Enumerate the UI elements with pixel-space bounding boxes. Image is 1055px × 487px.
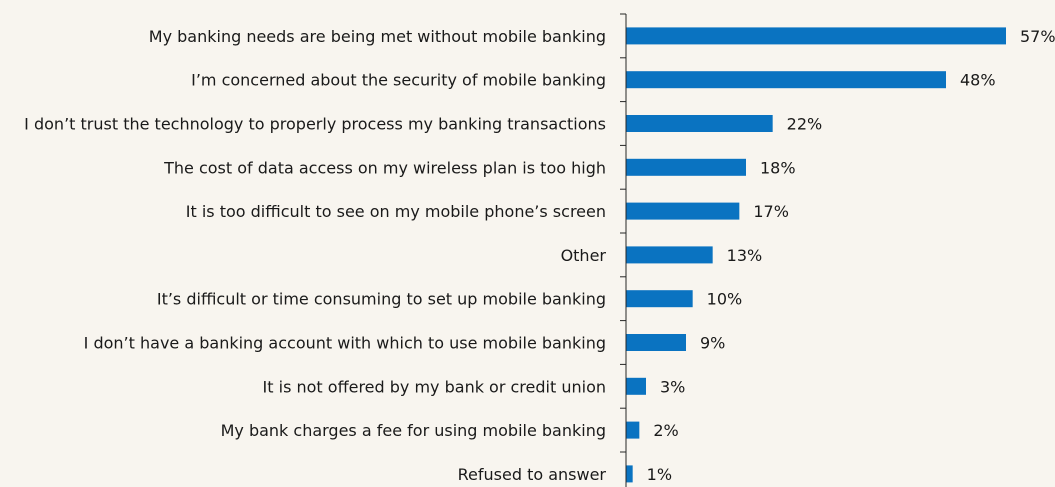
- bar: [626, 334, 686, 351]
- category-label: I don’t trust the technology to properly…: [24, 115, 606, 134]
- category-label: I don’t have a banking account with whic…: [84, 334, 606, 353]
- value-labels-group: 57% 48% 22% 18% 17% 13% 10% 9% 3% 2% 1%: [647, 27, 1055, 484]
- category-labels-group: My banking needs are being met without m…: [24, 27, 606, 484]
- category-label: Refused to answer: [458, 465, 607, 484]
- data-label: 9%: [700, 334, 725, 353]
- category-label: Other: [561, 246, 607, 265]
- bar: [626, 115, 773, 132]
- data-label: 48%: [960, 71, 996, 90]
- data-label: 57%: [1020, 27, 1055, 46]
- bar: [626, 377, 646, 395]
- bar: [626, 71, 946, 89]
- data-label: 2%: [653, 421, 678, 440]
- category-label: I’m concerned about the security of mobi…: [191, 71, 606, 90]
- bar: [626, 465, 633, 483]
- category-label: It is too difficult to see on my mobile …: [186, 202, 606, 221]
- bar: [626, 290, 693, 308]
- bar: [626, 158, 746, 176]
- data-label: 10%: [707, 290, 743, 309]
- data-label: 1%: [647, 465, 672, 484]
- category-label: My bank charges a fee for using mobile b…: [221, 421, 606, 440]
- data-label: 22%: [787, 115, 823, 134]
- category-label: It’s difficult or time consuming to set …: [157, 290, 606, 309]
- category-axis: [620, 13, 627, 487]
- category-label: It is not offered by my bank or credit u…: [263, 377, 606, 396]
- data-label: 17%: [753, 202, 789, 221]
- data-label: 13%: [727, 246, 763, 265]
- bar: [626, 202, 740, 220]
- bar: [626, 27, 1006, 45]
- bar: [626, 246, 713, 264]
- bars-group: [626, 27, 1006, 483]
- category-label: The cost of data access on my wireless p…: [163, 158, 606, 177]
- data-label: 3%: [660, 377, 685, 396]
- data-label: 18%: [760, 158, 796, 177]
- bar: [626, 421, 640, 439]
- category-label: My banking needs are being met without m…: [149, 27, 606, 46]
